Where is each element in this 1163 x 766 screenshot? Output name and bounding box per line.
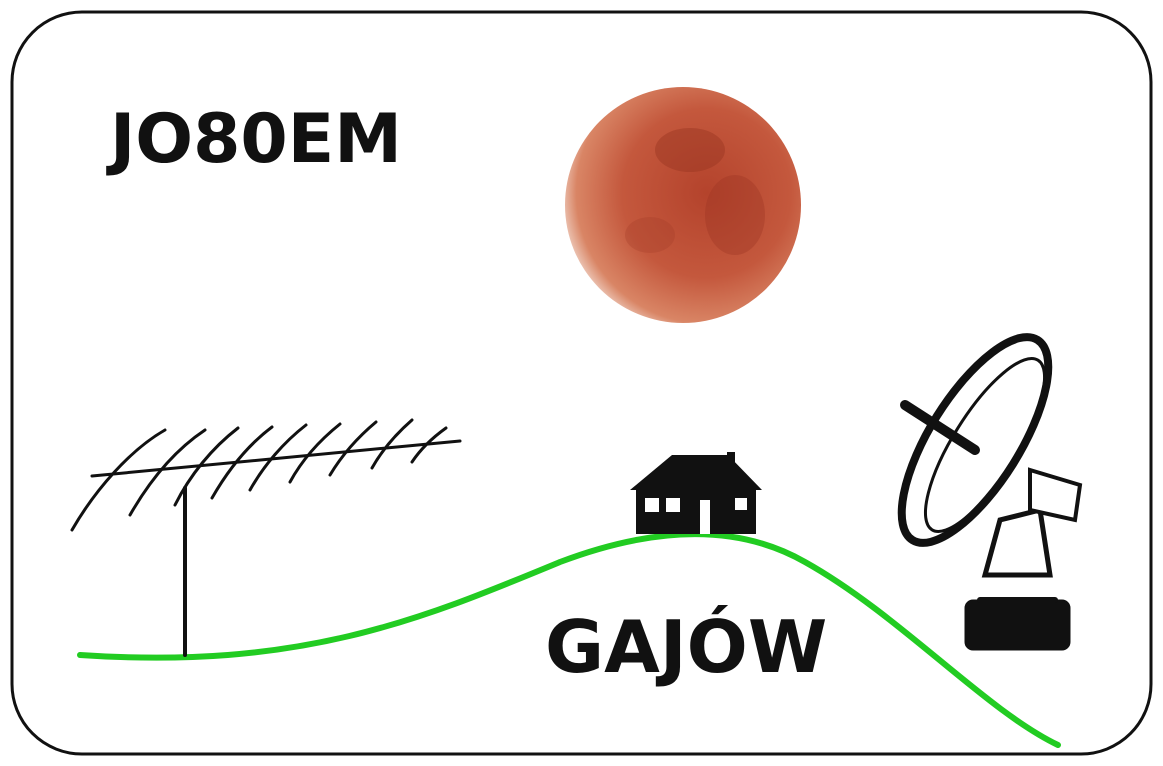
place-text: GAJÓW	[545, 605, 827, 689]
locator-text: JO80EM	[106, 100, 402, 179]
moon	[565, 87, 801, 323]
page: JO80EM GAJÓW (() =	[0, 0, 1163, 766]
card: JO80EM GAJÓW	[0, 0, 1163, 766]
